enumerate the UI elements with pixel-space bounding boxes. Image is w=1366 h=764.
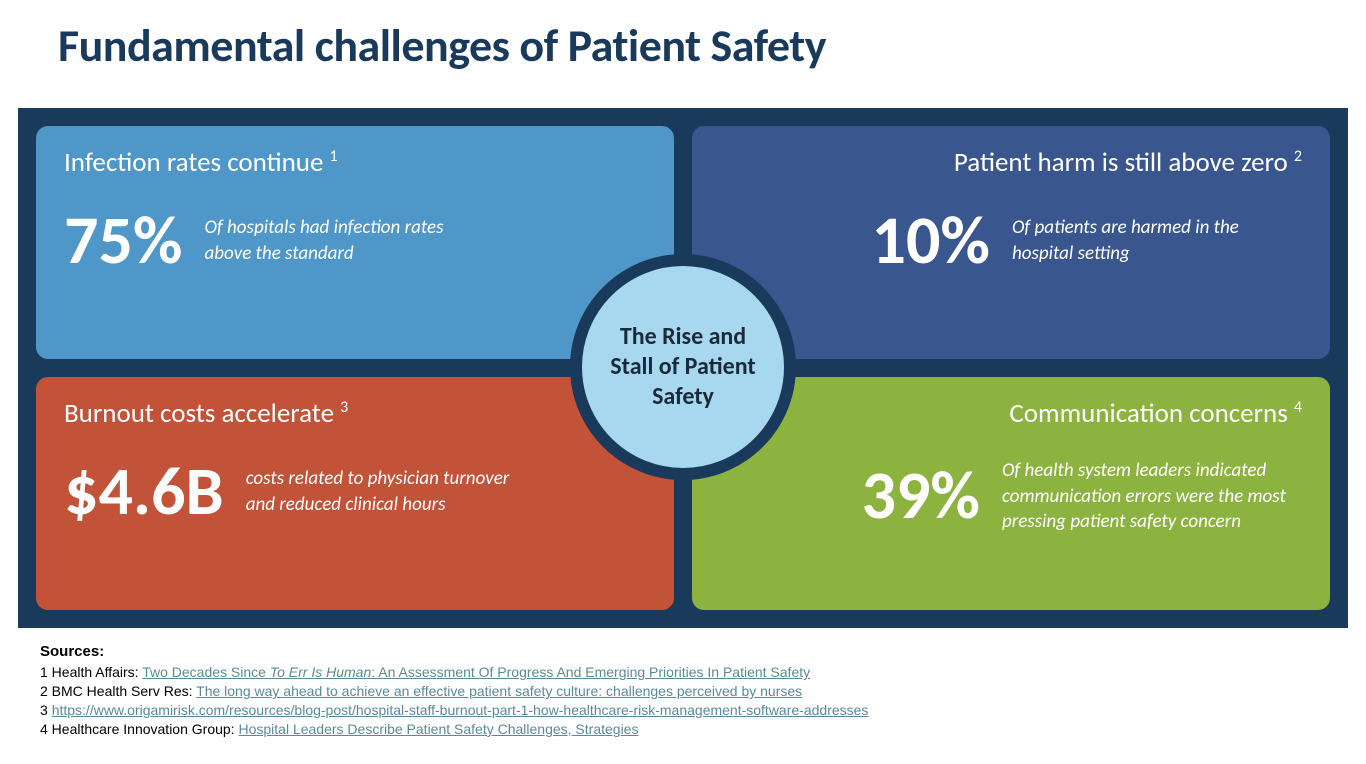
card-title: Patient harm is still above zero 2 [720,146,1302,179]
card-body: 39% Of health system leaders indicated c… [720,458,1302,535]
card-burnout-costs: Burnout costs accelerate 3 $4.6B costs r… [36,377,674,610]
center-circle: The Rise and Stall of Patient Safety [570,254,796,480]
sources-block: Sources: 1 Health Affairs: Two Decades S… [40,642,868,739]
card-body: $4.6B costs related to physician turnove… [64,458,646,526]
stat-value: 39% [861,462,980,530]
card-footnote-ref: 3 [340,398,348,417]
stat-description: Of hospitals had infection rates above t… [205,215,495,266]
source-prefix: 3 [40,702,52,718]
card-footnote-ref: 2 [1294,147,1302,166]
card-title-text: Infection rates continue [64,146,323,179]
card-title: Burnout costs accelerate 3 [64,397,646,430]
source-item-1: 1 Health Affairs: Two Decades Since To E… [40,663,868,682]
source-item-2: 2 BMC Health Serv Res: The long way ahea… [40,682,868,701]
stat-value: 75% [64,207,183,275]
source-item-4: 4 Healthcare Innovation Group: Hospital … [40,720,868,739]
source-prefix: 1 Health Affairs: [40,664,142,680]
card-communication-concerns: Communication concerns 4 39% Of health s… [692,377,1330,610]
source-item-3: 3 https://www.origamirisk.com/resources/… [40,701,868,720]
card-title: Infection rates continue 1 [64,146,646,179]
source-prefix: 2 BMC Health Serv Res: [40,683,196,699]
card-title-text: Patient harm is still above zero [954,146,1288,179]
card-title-text: Communication concerns [1009,397,1287,430]
stat-description: costs related to physician turnover and … [246,466,536,517]
source-link[interactable]: https://www.origamirisk.com/resources/bl… [52,702,869,718]
source-link[interactable]: Two Decades Since To Err Is Human: An As… [142,664,810,680]
card-title: Communication concerns 4 [720,397,1302,430]
card-body: 10% Of patients are harmed in the hospit… [720,207,1302,275]
card-footnote-ref: 1 [330,147,338,166]
stat-value: 10% [871,207,990,275]
source-prefix: 4 Healthcare Innovation Group: [40,721,238,737]
card-body: 75% Of hospitals had infection rates abo… [64,207,646,275]
slide-title: Fundamental challenges of Patient Safety [0,0,1366,74]
source-link[interactable]: The long way ahead to achieve an effecti… [196,683,802,699]
card-title-text: Burnout costs accelerate [64,397,334,430]
sources-heading: Sources: [40,642,868,662]
card-footnote-ref: 4 [1294,398,1302,417]
source-link[interactable]: Hospital Leaders Describe Patient Safety… [238,721,638,737]
stat-value: $4.6B [64,458,224,526]
stat-description: Of patients are harmed in the hospital s… [1012,215,1302,266]
center-circle-text: The Rise and Stall of Patient Safety [582,322,784,412]
stat-description: Of health system leaders indicated commu… [1002,458,1302,535]
